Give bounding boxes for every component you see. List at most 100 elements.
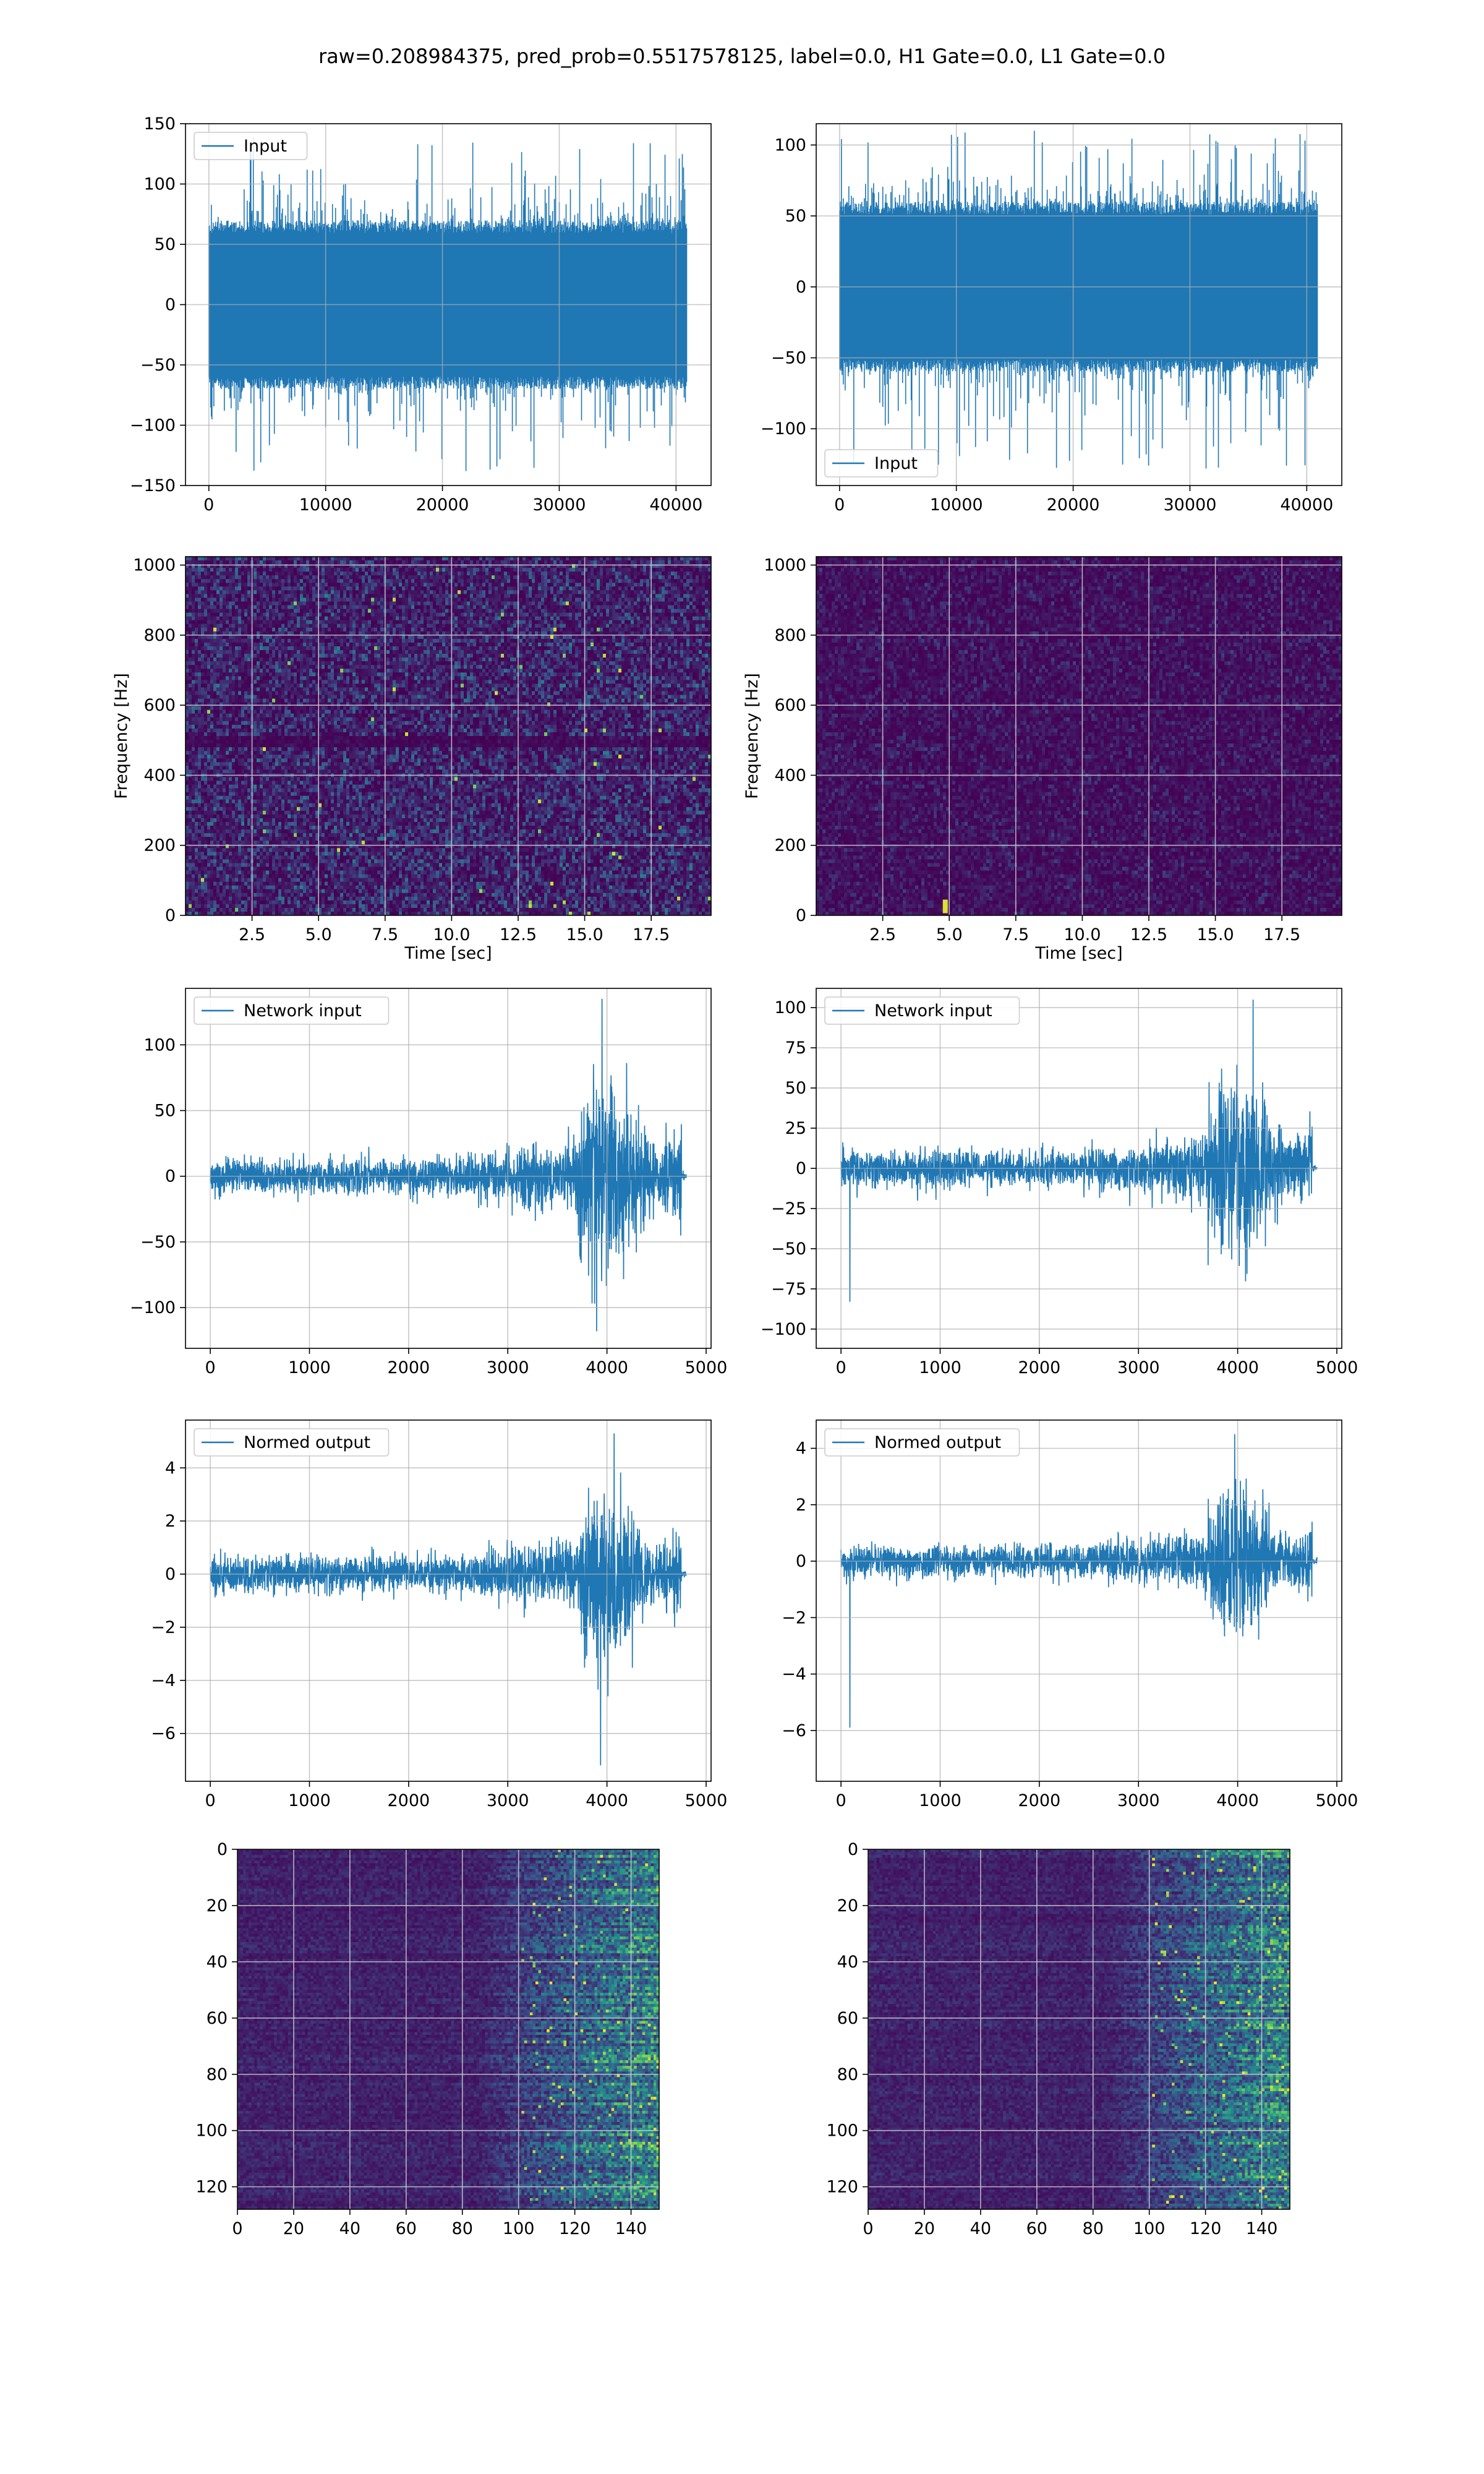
heatmap-cell: [371, 620, 375, 625]
heatmap-cell: [479, 624, 483, 628]
heatmap-cell: [414, 583, 418, 587]
heatmap-cell: [563, 606, 566, 610]
heatmap-cell: [269, 594, 273, 598]
heatmap-cell: [556, 650, 560, 654]
heatmap-cell: [683, 639, 687, 643]
heatmap-cell: [578, 606, 582, 610]
heatmap-cell: [541, 628, 545, 632]
heatmap-cell: [575, 624, 579, 628]
heatmap-cell: [535, 571, 539, 576]
heatmap-cell: [513, 606, 517, 610]
heatmap-cell: [390, 575, 393, 580]
heatmap-cell: [306, 560, 310, 565]
heatmap-cell: [430, 560, 433, 565]
heatmap-cell: [594, 643, 597, 647]
heatmap-cell: [238, 586, 242, 591]
heatmap-cell: [263, 575, 267, 580]
heatmap-cell: [696, 575, 699, 580]
heatmap-cell: [519, 657, 523, 662]
heatmap-cell: [368, 568, 372, 572]
heatmap-cell: [618, 597, 622, 602]
heatmap-cell: [374, 568, 378, 572]
heatmap-cell: [591, 575, 594, 580]
heatmap-cell: [495, 620, 498, 625]
heatmap-cell: [269, 643, 273, 647]
heatmap-cell: [306, 613, 310, 617]
heatmap-cell: [535, 579, 539, 583]
heatmap-cell: [405, 609, 409, 614]
heatmap-cell: [291, 628, 294, 632]
heatmap-cell: [393, 613, 396, 617]
heatmap-cell: [334, 571, 338, 576]
heatmap-cell: [560, 624, 563, 628]
heatmap-cell: [229, 606, 232, 610]
heatmap-cell: [343, 628, 347, 632]
heatmap-cell: [207, 617, 211, 621]
heatmap-cell: [257, 635, 260, 640]
heatmap-cell: [572, 628, 576, 632]
heatmap-cell: [470, 560, 474, 565]
heatmap-cell: [356, 586, 359, 591]
heatmap-cell: [485, 557, 489, 561]
heatmap-cell: [399, 661, 403, 666]
heatmap-cell: [297, 594, 301, 598]
heatmap-cell: [433, 628, 437, 632]
heatmap-cell: [213, 557, 217, 561]
heatmap-cell: [402, 606, 406, 610]
heatmap-cell: [652, 557, 656, 561]
heatmap-cell: [278, 571, 282, 576]
heatmap-cell: [541, 568, 545, 572]
heatmap-cell: [526, 575, 529, 580]
heatmap-cell: [186, 575, 189, 580]
heatmap-cell: [621, 646, 625, 651]
heatmap-cell: [374, 643, 378, 647]
heatmap-cell: [257, 602, 260, 606]
heatmap-cell: [643, 594, 647, 598]
heatmap-cell: [680, 557, 684, 561]
heatmap-cell: [232, 579, 236, 583]
heatmap-cell: [374, 639, 378, 643]
heatmap-cell: [705, 609, 709, 614]
heatmap-cell: [643, 602, 647, 606]
heatmap-cell: [492, 646, 495, 651]
heatmap-cell: [377, 602, 381, 606]
heatmap-cell: [458, 646, 461, 651]
heatmap-cell: [312, 624, 316, 628]
heatmap-cell: [281, 620, 285, 625]
heatmap-cell: [699, 575, 702, 580]
heatmap-cell: [563, 613, 566, 617]
heatmap-cell: [306, 661, 310, 666]
heatmap-cell: [699, 643, 702, 647]
heatmap-cell: [594, 560, 597, 565]
heatmap-cell: [640, 661, 644, 666]
heatmap-cell: [680, 646, 684, 651]
heatmap-cell: [294, 613, 297, 617]
heatmap-cell: [213, 597, 217, 602]
heatmap-cell: [356, 628, 359, 632]
heatmap-cell: [232, 617, 236, 621]
heatmap-cell: [288, 646, 291, 651]
heatmap-cell: [544, 560, 548, 565]
heatmap-cell: [461, 560, 464, 565]
heatmap-cell: [207, 650, 211, 654]
heatmap-cell: [328, 594, 331, 598]
heatmap-cell: [621, 602, 625, 606]
heatmap-cell: [365, 650, 369, 654]
heatmap-cell: [198, 594, 202, 598]
heatmap-cell: [550, 639, 554, 643]
heatmap-cell: [699, 579, 702, 583]
heatmap-cell: [371, 606, 375, 610]
heatmap-cell: [618, 594, 622, 598]
heatmap-cell: [600, 661, 603, 666]
heatmap-cell: [424, 639, 427, 643]
heatmap-cell: [643, 617, 647, 621]
heatmap-cell: [553, 635, 557, 640]
heatmap-cell: [510, 657, 514, 662]
heatmap-cell: [247, 613, 251, 617]
heatmap-cell: [229, 568, 232, 572]
heatmap-cell: [229, 617, 232, 621]
heatmap-cell: [359, 613, 362, 617]
heatmap-cell: [693, 639, 696, 643]
heatmap-cell: [223, 606, 226, 610]
heatmap-cell: [541, 575, 545, 580]
